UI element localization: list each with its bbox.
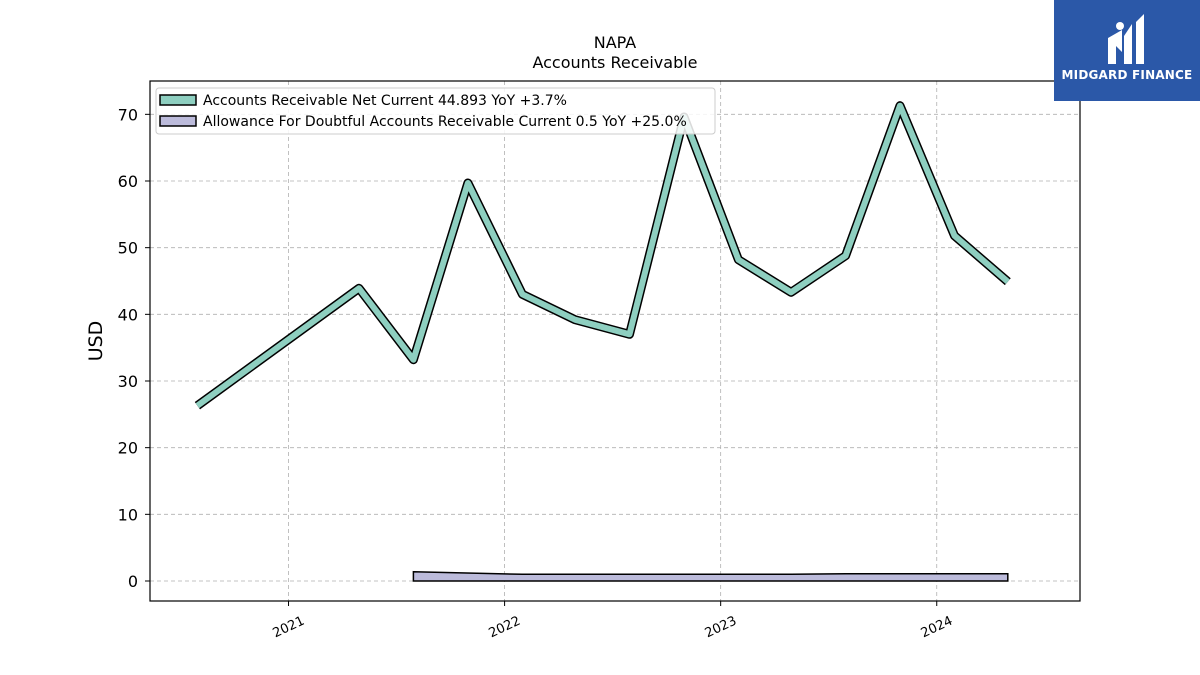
- y-tick-label: 10: [118, 505, 138, 524]
- y-axis: 0 10 20 30 40 50 60 70: [118, 105, 150, 591]
- y-tick-label: 40: [118, 305, 138, 324]
- chart-subtitle: Accounts Receivable: [532, 53, 697, 72]
- brand-logo: MIDGARD FINANCE: [1054, 0, 1200, 101]
- y-tick-label: 20: [118, 439, 138, 458]
- series-ar-net-line: [195, 102, 1010, 409]
- legend-label-allowance: Allowance For Doubtful Accounts Receivab…: [203, 114, 687, 130]
- y-axis-label: USD: [85, 321, 107, 362]
- x-axis: 2021 2022 2023 2024: [271, 601, 955, 642]
- y-tick-label: 30: [118, 372, 138, 391]
- y-tick-label: 60: [118, 172, 138, 191]
- y-tick-label: 0: [128, 572, 138, 591]
- series-allowance-band: [412, 570, 1009, 582]
- legend-swatch-allowance: [159, 115, 197, 127]
- legend-swatch-ar-net: [159, 94, 197, 106]
- y-tick-label: 70: [118, 105, 138, 124]
- x-tick-label: 2021: [271, 614, 307, 642]
- y-tick-label: 50: [118, 239, 138, 258]
- legend: Accounts Receivable Net Current 44.893 Y…: [155, 87, 716, 135]
- series-layer: [194, 101, 1011, 582]
- legend-label-ar-net: Accounts Receivable Net Current 44.893 Y…: [203, 93, 567, 109]
- chart-title: NAPA: [594, 33, 637, 52]
- x-tick-label: 2024: [919, 614, 955, 642]
- legend-frame: [155, 87, 716, 135]
- x-tick-label: 2022: [487, 614, 523, 642]
- brand-name: MIDGARD FINANCE: [1061, 68, 1193, 82]
- x-tick-label: 2023: [703, 614, 739, 642]
- logo-mark-icon: [1108, 14, 1144, 64]
- plot-frame: [149, 80, 1081, 602]
